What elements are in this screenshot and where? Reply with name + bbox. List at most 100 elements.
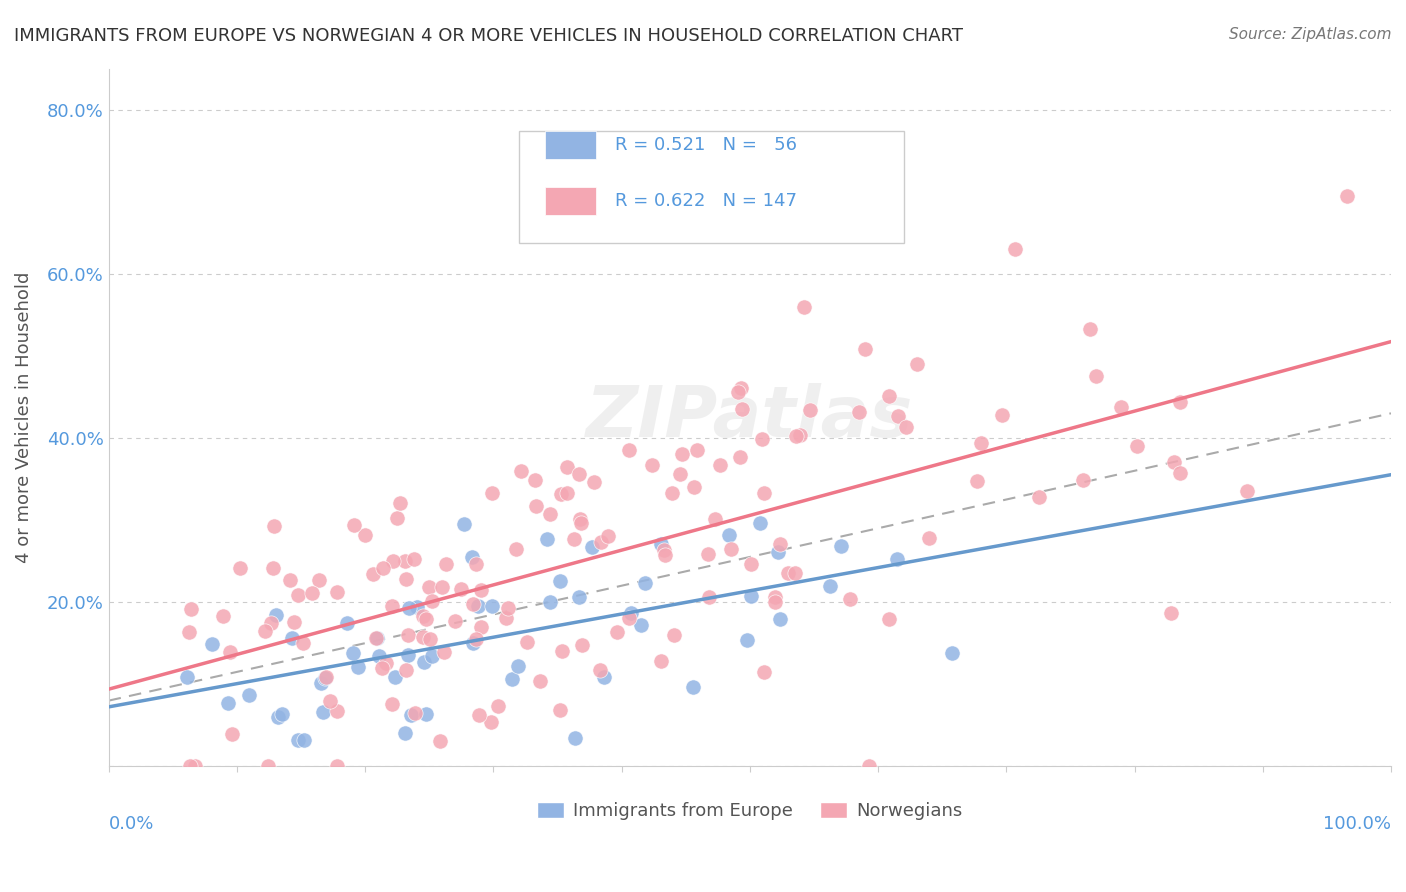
Point — [1336, 188, 1358, 202]
Point — [735, 632, 758, 647]
Point — [848, 405, 870, 419]
Point — [510, 464, 533, 478]
Point — [395, 663, 418, 677]
Point — [740, 557, 762, 571]
Point — [253, 624, 276, 639]
Point — [1109, 401, 1132, 415]
Point — [496, 600, 519, 615]
Point — [406, 599, 429, 614]
Point — [818, 579, 841, 593]
Point — [720, 542, 742, 557]
Point — [830, 539, 852, 553]
Point — [748, 516, 770, 531]
Point — [301, 585, 323, 599]
Point — [551, 644, 574, 658]
Point — [652, 543, 675, 558]
Point — [740, 589, 762, 603]
Point — [718, 528, 741, 542]
Point — [221, 727, 243, 741]
Point — [387, 510, 409, 524]
Point — [877, 612, 900, 626]
Point — [433, 645, 456, 659]
Point — [529, 673, 551, 688]
Point — [766, 545, 789, 559]
Text: ZIPatlas: ZIPatlas — [586, 383, 914, 452]
Point — [419, 632, 441, 646]
Point — [394, 572, 416, 586]
Point — [634, 576, 657, 591]
Point — [464, 632, 486, 646]
Point — [308, 574, 330, 588]
Point — [619, 606, 641, 620]
Point — [538, 595, 561, 609]
Point — [364, 632, 387, 646]
Point — [354, 527, 377, 541]
Point — [855, 342, 877, 356]
Point — [536, 532, 558, 546]
Point — [887, 409, 910, 424]
Point — [228, 561, 250, 575]
Point — [238, 688, 260, 702]
Point — [516, 635, 538, 649]
Point — [569, 516, 592, 530]
Point — [481, 599, 503, 613]
Point — [470, 619, 492, 633]
Point — [593, 670, 616, 684]
Point — [564, 731, 586, 745]
Point — [596, 529, 619, 543]
Point — [420, 648, 443, 663]
Point — [315, 670, 337, 684]
Point — [402, 551, 425, 566]
Point — [905, 358, 928, 372]
Point — [404, 706, 426, 720]
Point — [412, 630, 434, 644]
FancyBboxPatch shape — [519, 131, 904, 243]
Point — [571, 638, 593, 652]
Point — [470, 582, 492, 597]
Point — [278, 573, 301, 587]
Point — [728, 450, 751, 464]
Point — [506, 659, 529, 673]
FancyBboxPatch shape — [544, 187, 596, 215]
Point — [555, 485, 578, 500]
Point — [412, 609, 434, 624]
Point — [184, 759, 207, 773]
Text: R = 0.622   N = 147: R = 0.622 N = 147 — [616, 192, 797, 211]
Point — [654, 548, 676, 562]
Point — [793, 300, 815, 314]
Point — [217, 696, 239, 710]
Point — [375, 656, 398, 670]
Point — [523, 474, 546, 488]
Point — [398, 648, 420, 662]
Point — [257, 759, 280, 773]
Point — [562, 533, 585, 547]
Point — [312, 705, 335, 719]
Point — [789, 427, 811, 442]
Point — [176, 670, 198, 684]
Point — [179, 759, 201, 773]
Point — [412, 655, 434, 669]
Point — [669, 467, 692, 481]
Point — [314, 671, 336, 685]
Point — [287, 588, 309, 602]
Point — [696, 547, 718, 561]
Point — [877, 389, 900, 403]
Point — [346, 660, 368, 674]
Point — [686, 442, 709, 457]
Point — [799, 402, 821, 417]
Point — [342, 646, 364, 660]
Point — [343, 518, 366, 533]
Point — [682, 680, 704, 694]
Point — [283, 615, 305, 630]
Point — [336, 616, 359, 631]
Point — [583, 475, 606, 489]
Point — [966, 474, 988, 488]
Point — [1160, 607, 1182, 621]
Point — [381, 599, 404, 613]
Point — [650, 654, 672, 668]
Point — [704, 512, 727, 526]
Point — [699, 591, 721, 605]
Point — [371, 561, 394, 575]
Point — [896, 420, 918, 434]
Point — [1028, 490, 1050, 504]
